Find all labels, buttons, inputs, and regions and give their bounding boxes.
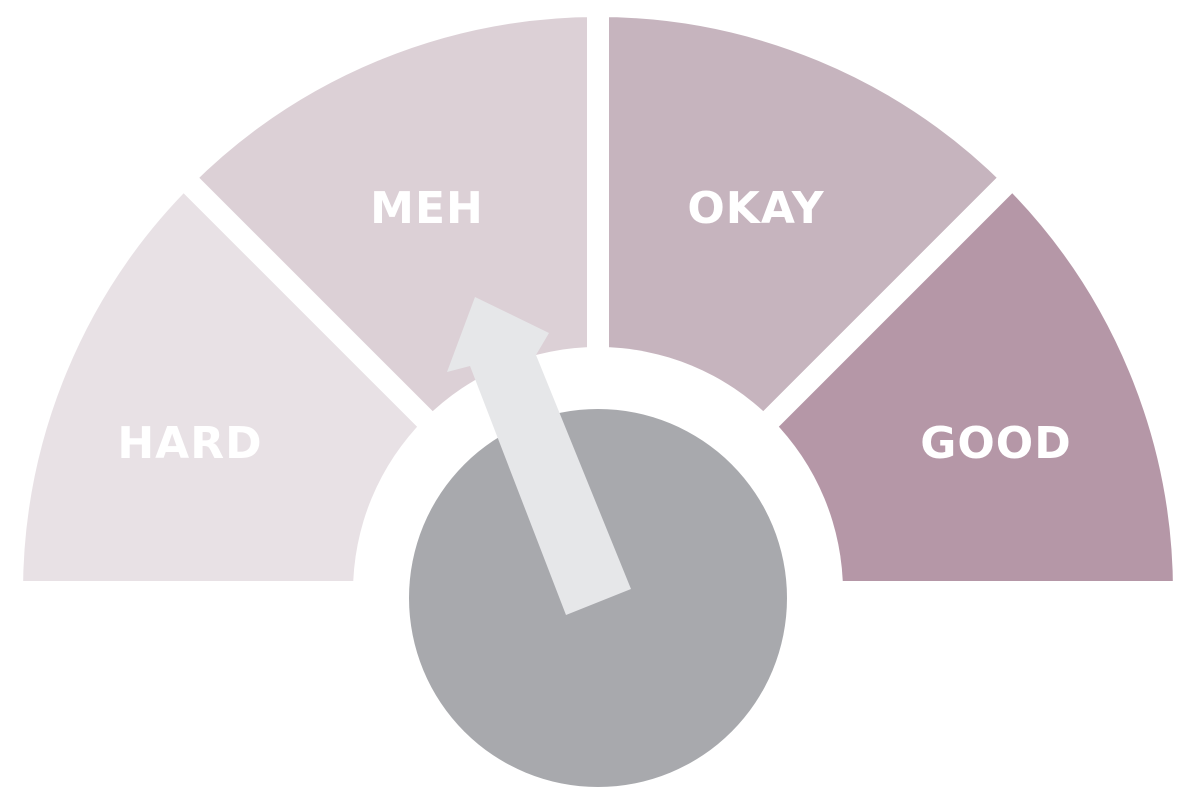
needle-arrow-icon [447, 297, 631, 615]
segment-label-meh: MEH [370, 183, 484, 234]
segment-label-okay: OKAY [687, 183, 824, 234]
segment-label-good: GOOD [920, 418, 1071, 469]
segment-label-hard: HARD [117, 418, 262, 469]
